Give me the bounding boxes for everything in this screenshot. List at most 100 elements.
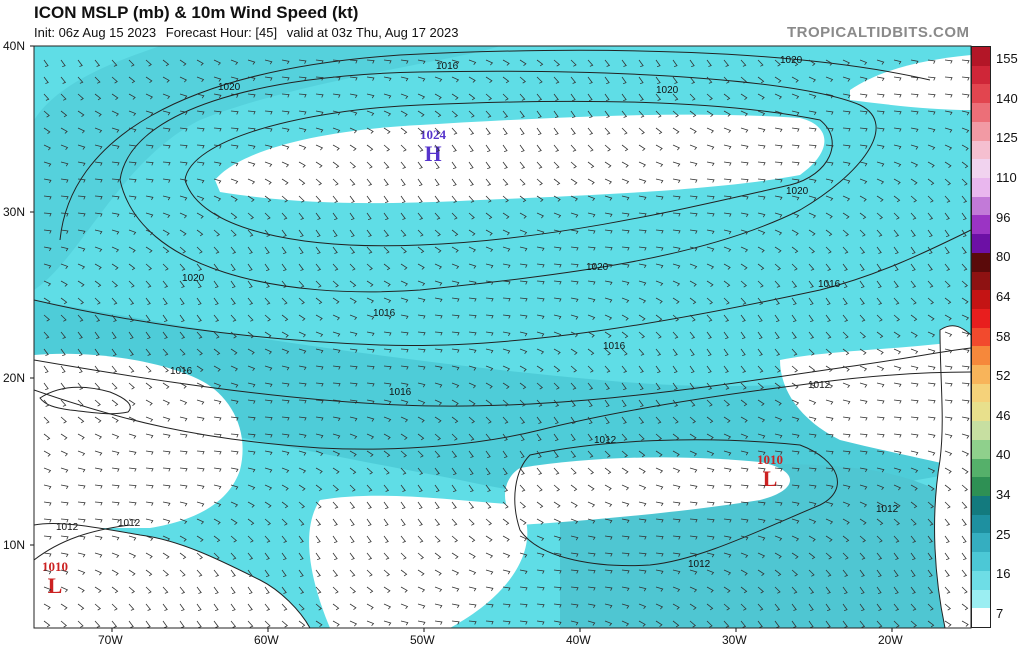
wind-barb bbox=[485, 433, 492, 441]
wind-barb bbox=[60, 59, 66, 67]
wind-barb bbox=[349, 348, 358, 353]
wind-barb bbox=[60, 144, 69, 151]
wind-barb bbox=[774, 399, 782, 406]
wind-barb bbox=[111, 314, 117, 322]
wind-barb bbox=[587, 263, 596, 268]
wind-barb bbox=[43, 450, 51, 457]
wind-barb bbox=[60, 93, 67, 101]
wind-barb bbox=[485, 229, 493, 236]
wind-barb bbox=[230, 348, 238, 356]
wind-barb bbox=[196, 552, 203, 560]
wind-barb bbox=[196, 620, 202, 628]
wind-barb bbox=[689, 178, 698, 183]
wind-barb bbox=[77, 467, 86, 473]
wind-barb bbox=[179, 484, 188, 489]
wind-barb bbox=[247, 212, 254, 220]
wind-barb bbox=[349, 229, 355, 237]
wind-barb bbox=[859, 416, 868, 421]
wind-barb bbox=[553, 382, 560, 390]
wind-barb bbox=[791, 297, 797, 305]
wind-barb bbox=[672, 110, 679, 118]
wind-barb bbox=[961, 263, 968, 271]
wind-barb bbox=[298, 416, 307, 421]
wind-barb bbox=[927, 501, 934, 509]
wind-barb bbox=[757, 484, 766, 489]
wind-barb bbox=[655, 620, 663, 628]
wind-barb bbox=[757, 144, 766, 149]
brand-watermark[interactable]: TROPICALTIDBITS.COM bbox=[787, 24, 970, 41]
wind-barb bbox=[825, 552, 832, 560]
wind-barb bbox=[638, 314, 646, 322]
colorbar-label: 80 bbox=[996, 249, 1011, 265]
wind-barb bbox=[740, 518, 749, 523]
wind-barb bbox=[944, 416, 953, 421]
wind-barb bbox=[689, 603, 697, 611]
wind-barb bbox=[383, 144, 390, 152]
wind-barb bbox=[264, 110, 273, 115]
wind-barb bbox=[944, 433, 953, 439]
wind-barb bbox=[315, 518, 322, 526]
wind-band-north bbox=[34, 46, 500, 290]
wind-barb bbox=[77, 297, 84, 305]
wind-barb bbox=[723, 246, 732, 253]
wind-barb bbox=[434, 246, 442, 254]
wind-barb bbox=[179, 433, 188, 438]
wind-barb bbox=[196, 365, 204, 373]
wind-barb bbox=[145, 416, 154, 423]
wind-barb bbox=[213, 76, 222, 82]
wind-barb bbox=[43, 178, 52, 184]
wind-barb bbox=[706, 552, 715, 558]
wind-barb bbox=[774, 280, 781, 288]
wind-barb bbox=[672, 331, 679, 339]
wind-barb bbox=[910, 246, 916, 254]
wind-barb bbox=[230, 195, 238, 202]
wind-barb bbox=[417, 314, 426, 319]
wind-barb bbox=[502, 110, 509, 118]
wind-barb bbox=[383, 569, 390, 577]
wind-barb bbox=[485, 586, 494, 592]
wind-barb bbox=[604, 178, 612, 185]
wind-barb bbox=[485, 144, 491, 152]
wind-barb bbox=[536, 110, 542, 118]
wind-barb bbox=[825, 314, 831, 322]
wind-barb bbox=[791, 586, 798, 594]
wind-barb bbox=[298, 229, 304, 237]
wind-barb bbox=[893, 229, 900, 237]
wind-barb bbox=[791, 212, 800, 219]
wind-barb bbox=[706, 433, 714, 440]
wind-barb bbox=[910, 297, 917, 305]
wind-barb bbox=[570, 501, 578, 508]
wind-barb bbox=[876, 161, 885, 167]
wind-barb bbox=[77, 314, 84, 322]
wind-barb bbox=[842, 365, 850, 372]
isobar-label: 1012 bbox=[876, 504, 899, 515]
wind-barb bbox=[587, 246, 596, 251]
wind-barb bbox=[434, 93, 442, 100]
wind-barb bbox=[893, 314, 900, 322]
wind-barb bbox=[485, 76, 493, 84]
wind-barb bbox=[298, 365, 307, 371]
wind-barb bbox=[298, 59, 307, 64]
wind-barb bbox=[43, 433, 51, 441]
wind-barb bbox=[451, 569, 460, 576]
wind-barb bbox=[162, 433, 171, 439]
wind-barb bbox=[553, 416, 559, 424]
wind-barb bbox=[655, 212, 664, 217]
wind-barb bbox=[774, 144, 783, 149]
wind-barb bbox=[468, 450, 474, 458]
wind-barb bbox=[60, 535, 69, 540]
wind-barb bbox=[502, 76, 510, 84]
wind-barb bbox=[349, 263, 356, 271]
wind-barb bbox=[213, 331, 220, 339]
wind-barb bbox=[519, 603, 528, 608]
wind-barb bbox=[893, 76, 902, 81]
colorbar-segment bbox=[972, 252, 990, 272]
wind-barb bbox=[825, 365, 833, 373]
wind-barb bbox=[485, 280, 494, 285]
wind-barb bbox=[366, 161, 373, 169]
wind-barb bbox=[825, 433, 834, 438]
wind-barb bbox=[519, 586, 528, 591]
wind-barb bbox=[128, 314, 134, 322]
wind-barb bbox=[94, 314, 101, 322]
wind-barb bbox=[944, 382, 953, 387]
